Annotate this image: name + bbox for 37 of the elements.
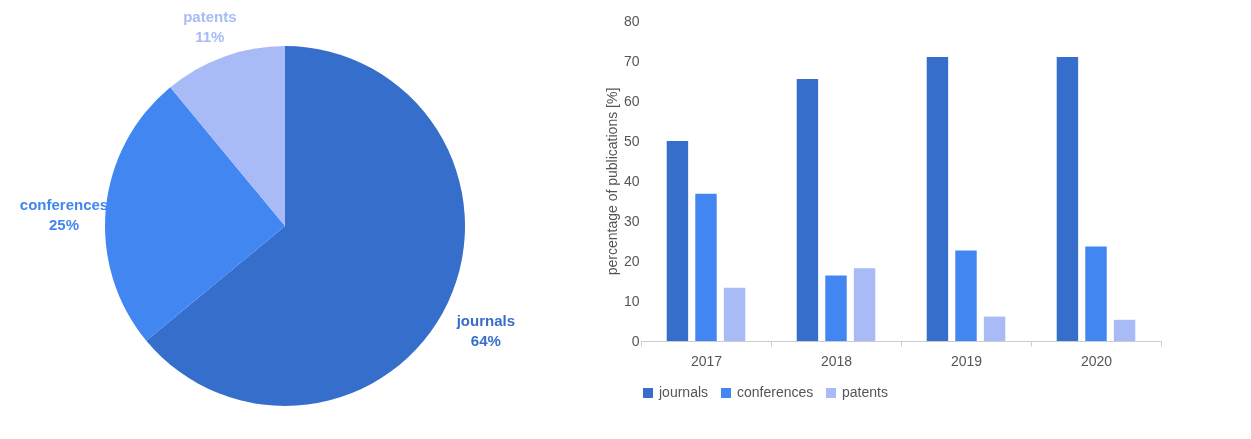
bar xyxy=(853,268,876,341)
pie-slice xyxy=(170,46,285,226)
bar xyxy=(825,275,847,341)
y-tick-label: 70 xyxy=(623,52,640,69)
x-tick-label: 2017 xyxy=(690,352,723,369)
y-tick-label: 20 xyxy=(623,252,640,269)
legend-label: conferences xyxy=(737,384,814,400)
legend-label: patents xyxy=(842,384,888,400)
pie-slice xyxy=(105,87,285,341)
bar xyxy=(723,287,746,341)
x-tick-label: 2019 xyxy=(950,352,983,369)
bar xyxy=(1085,246,1107,341)
bar xyxy=(695,193,717,341)
bar xyxy=(666,141,689,341)
y-tick-label: 80 xyxy=(623,12,640,29)
y-tick-label: 40 xyxy=(623,172,640,189)
x-tick-label: 2018 xyxy=(820,352,853,369)
bar xyxy=(955,250,977,341)
y-tick-label: 30 xyxy=(623,212,640,229)
bar xyxy=(1056,57,1079,341)
y-tick-label: 10 xyxy=(623,292,640,309)
bar xyxy=(926,57,949,341)
y-axis-title: percentage of publications [%] xyxy=(603,87,620,276)
bar xyxy=(1113,319,1136,341)
slice-label: patents xyxy=(183,8,237,26)
y-tick-label: 50 xyxy=(623,132,640,149)
bar xyxy=(983,316,1006,341)
y-tick-label: 0 xyxy=(631,332,640,349)
data-label: 25% xyxy=(48,216,79,234)
data-label: 64% xyxy=(470,331,501,349)
slice-label: conferences xyxy=(19,196,109,214)
data-label: 11% xyxy=(195,28,225,46)
bar xyxy=(796,79,819,341)
legend-label: journals xyxy=(658,384,709,400)
x-tick-label: 2020 xyxy=(1080,352,1113,369)
slice-label: journals xyxy=(455,311,516,329)
y-tick-label: 60 xyxy=(623,92,640,109)
